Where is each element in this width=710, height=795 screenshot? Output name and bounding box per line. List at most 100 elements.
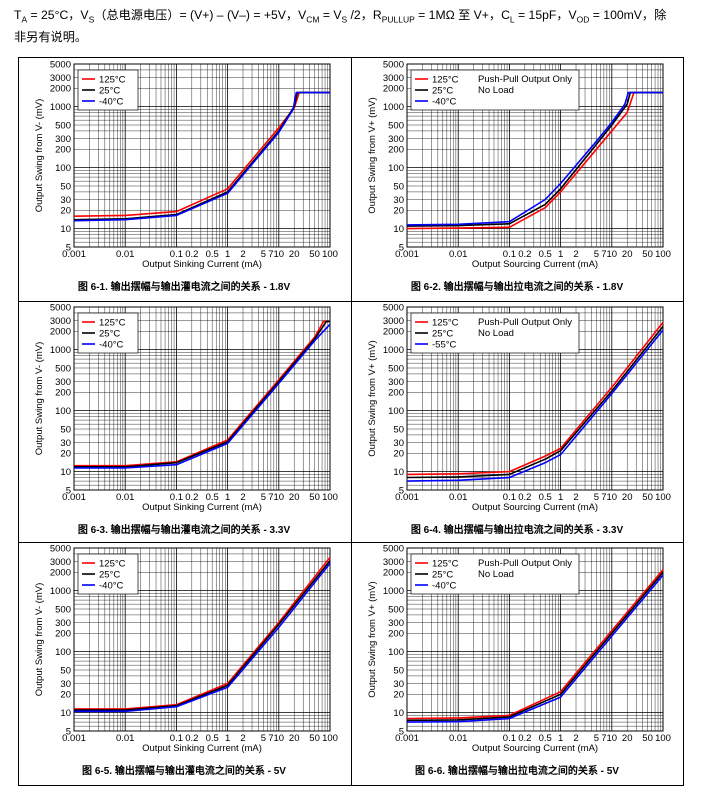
x-tick-label: 0.001	[395, 733, 419, 744]
legend-label: -40°C	[99, 96, 124, 107]
x-tick-label: 0.001	[395, 249, 419, 260]
y-axis-label: Output Swing from V- (mV)	[34, 342, 45, 456]
y-tick-label: 300	[388, 134, 404, 145]
y-tick-label: 2000	[50, 568, 71, 579]
x-tick-label: 20	[289, 492, 300, 503]
x-axis-label: Output Sinking Current (mA)	[142, 259, 262, 270]
x-tick-label: 2	[573, 733, 578, 744]
y-tick-label: 20	[60, 449, 71, 460]
x-axis-label: Output Sourcing Current (mA)	[472, 743, 598, 754]
y-tick-label: 200	[55, 145, 71, 156]
series-line	[74, 323, 331, 469]
y-tick-label: 30	[60, 679, 71, 690]
series-line	[74, 556, 331, 710]
y-tick-label: 1000	[383, 345, 404, 356]
y-tick-label: 5	[399, 726, 404, 737]
y-tick-label: 300	[55, 377, 71, 388]
series-line	[406, 569, 664, 720]
legend-label: -40°C	[432, 96, 457, 107]
x-tick-label: 5	[594, 733, 599, 744]
text-segment: /2，R	[347, 8, 382, 22]
subscript: S	[341, 14, 348, 25]
y-tick-label: 2000	[383, 568, 404, 579]
y-tick-label: 1000	[50, 586, 71, 597]
subscript: OD	[576, 14, 590, 25]
series-line	[406, 91, 663, 226]
x-tick-label: 50	[642, 249, 653, 260]
text-segment: = 1MΩ 至 V+，C	[414, 8, 510, 22]
chart-2: 0.001 0.01 0.1 0.2 0.5 1 2 5 7 10 20 50 100510203050…	[367, 59, 671, 293]
gridlines	[407, 64, 663, 247]
y-tick-label: 5	[66, 726, 71, 737]
legend-label: 25°C	[99, 328, 120, 339]
series-line	[406, 321, 664, 476]
x-tick-label: 1	[558, 249, 563, 260]
subscript: PULLUP	[381, 14, 415, 25]
x-tick-label: 50	[642, 492, 653, 503]
x-tick-label: 7	[268, 249, 273, 260]
text-segment: = 100mV，除	[589, 8, 667, 22]
series-line	[406, 574, 664, 723]
x-tick-label: 2	[240, 249, 245, 260]
plot-frame	[73, 547, 331, 732]
x-tick-label: 2	[240, 492, 245, 503]
conditions-line-1: TA = 25°C，VS（总电源电压）= (V+) – (V–) = +5V，V…	[14, 6, 700, 28]
x-tick-label: 100	[655, 733, 671, 744]
x-tick-label: 0.5	[206, 249, 219, 260]
legend-note: Push-Pull Output Only	[478, 558, 572, 569]
y-tick-label: 20	[393, 690, 404, 701]
y-axis-label: Output Swing from V- (mV)	[34, 583, 45, 697]
legend: 125°C25°C-40°C	[77, 553, 139, 595]
y-tick-label: 5000	[50, 543, 71, 554]
x-axis-label: Output Sinking Current (mA)	[142, 743, 262, 754]
y-tick-label: 50	[60, 181, 71, 192]
y-tick-label: 2000	[50, 327, 71, 338]
x-tick-label: 0.1	[170, 249, 183, 260]
y-tick-label: 500	[55, 604, 71, 615]
x-tick-label: 100	[322, 249, 338, 260]
plot-frame	[73, 63, 331, 248]
x-tick-label: 0.5	[206, 733, 219, 744]
text-segment: = V	[319, 8, 342, 22]
subscript: L	[509, 14, 515, 25]
legend-label: 125°C	[99, 317, 126, 328]
y-tick-label: 50	[393, 424, 404, 435]
legend-note: Push-Pull Output Only	[478, 74, 572, 85]
y-tick-label: 5	[66, 485, 71, 496]
legend-label: 25°C	[432, 85, 453, 96]
figure-caption: 图 6-5. 输出摆幅与输出灌电流之间的关系 - 5V	[82, 764, 286, 777]
y-tick-label: 10	[393, 467, 404, 478]
plot-frame	[406, 547, 664, 732]
plot-frame	[73, 306, 331, 491]
gridlines	[74, 548, 330, 731]
y-tick-label: 3000	[50, 316, 71, 327]
y-tick-label: 20	[60, 206, 71, 217]
y-tick-label: 1000	[50, 345, 71, 356]
y-tick-label: 200	[55, 388, 71, 399]
legend-box	[410, 69, 580, 111]
x-tick-label: 0.1	[503, 733, 516, 744]
x-tick-label: 1	[558, 492, 563, 503]
x-tick-label: 1	[558, 733, 563, 744]
y-tick-label: 1000	[50, 102, 71, 113]
series-line	[406, 91, 663, 230]
chart-1: 0.001 0.01 0.1 0.2 0.5 1 2 5 7 10 20 50 100510203050…	[34, 59, 338, 293]
x-tick-label: 0.01	[449, 492, 468, 503]
x-tick-label: 20	[622, 733, 633, 744]
y-tick-label: 5	[66, 242, 71, 253]
figure-caption: 图 6-1. 输出摆幅与输出灌电流之间的关系 - 1.8V	[78, 280, 291, 293]
legend-box	[410, 553, 580, 595]
x-tick-label: 100	[655, 492, 671, 503]
x-tick-label: 2	[240, 733, 245, 744]
y-tick-label: 2000	[383, 327, 404, 338]
x-tick-label: 1	[225, 492, 230, 503]
x-tick-label: 10	[607, 492, 618, 503]
x-tick-label: 0.5	[539, 249, 552, 260]
conditions-line-2: 非另有说明。	[14, 30, 88, 45]
legend-label: 25°C	[99, 569, 120, 580]
y-tick-label: 1000	[383, 102, 404, 113]
y-tick-label: 200	[388, 629, 404, 640]
x-tick-label: 0.001	[62, 249, 86, 260]
x-tick-label: 7	[268, 492, 273, 503]
